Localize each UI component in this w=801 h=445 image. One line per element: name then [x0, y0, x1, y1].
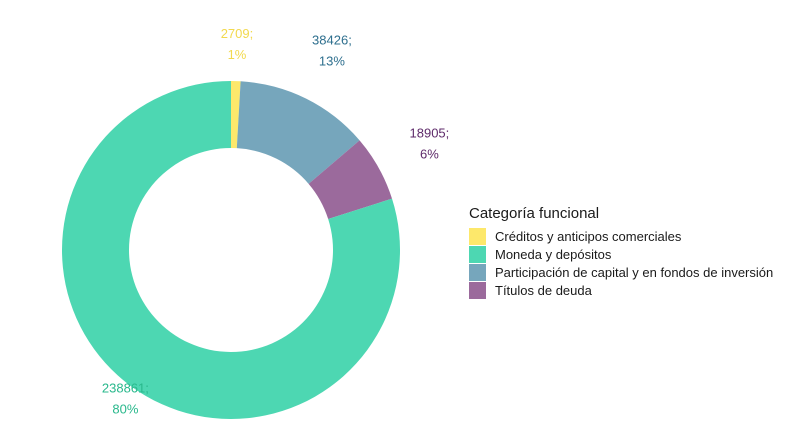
legend-swatch: [469, 264, 486, 281]
slice-label-titulos-de-deuda: 18905; 6%: [410, 126, 450, 162]
legend-item-participacion-de-capital-y-en-fondos-de-inversion: Participación de capital y en fondos de …: [469, 264, 773, 281]
legend-item-creditos-y-anticipos-comerciales: Créditos y anticipos comerciales: [469, 228, 682, 245]
slice-value-label: 2709;: [221, 26, 254, 41]
slice-percent-label: 80%: [112, 402, 138, 417]
legend-item-titulos-de-deuda: Títulos de deuda: [469, 282, 593, 299]
legend-label: Créditos y anticipos comerciales: [495, 229, 682, 244]
donut-slices: [62, 81, 401, 419]
legend: Categoría funcional Créditos y anticipos…: [469, 205, 773, 299]
legend-title: Categoría funcional: [469, 205, 599, 222]
slice-value-label: 18905;: [410, 126, 450, 141]
legend-label: Participación de capital y en fondos de …: [495, 265, 773, 280]
slice-participacion-de-capital-y-en-fondos-de-inversion: [236, 81, 360, 184]
legend-swatch: [469, 282, 486, 299]
slice-labels: 2709; 1% 38426; 13% 18905; 6% 238861; 80%: [102, 26, 449, 416]
slice-value-label: 238861;: [102, 381, 149, 396]
slice-percent-label: 6%: [420, 147, 439, 162]
slice-titulos-de-deuda: [308, 140, 393, 220]
slice-label-participacion-de-capital-y-en-fondos-de-inversion: 38426; 13%: [312, 33, 352, 69]
slice-percent-label: 1%: [228, 47, 247, 62]
slice-label-creditos-y-anticipos-comerciales: 2709; 1%: [221, 26, 254, 62]
slice-creditos-y-anticipos-comerciales: [231, 81, 241, 149]
legend-swatch: [469, 228, 486, 245]
legend-item-moneda-y-depositos: Moneda y depósitos: [469, 246, 612, 263]
legend-label: Moneda y depósitos: [495, 247, 612, 262]
slice-value-label: 38426;: [312, 33, 352, 48]
slice-percent-label: 13%: [319, 54, 345, 69]
legend-swatch: [469, 246, 486, 263]
legend-label: Títulos de deuda: [495, 283, 593, 298]
slice-label-moneda-y-depositos: 238861; 80%: [102, 381, 149, 417]
slice-moneda-y-depositos: [62, 81, 401, 419]
